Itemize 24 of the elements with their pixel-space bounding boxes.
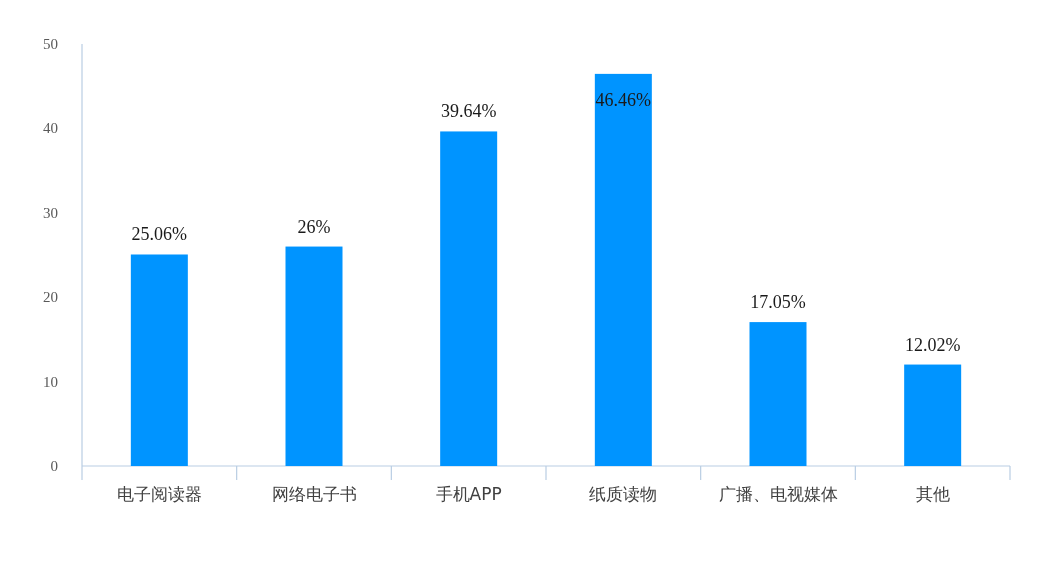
data-label: 17.05% [750,292,806,313]
x-tick-label: 其他 [915,484,950,504]
y-tick-label: 20 [43,289,58,306]
y-tick-label: 30 [43,204,58,221]
bar [440,131,498,466]
bar [594,73,652,466]
x-tick-label: 电子阅读器 [116,484,202,504]
y-tick-label: 40 [43,120,58,137]
y-tick-label: 0 [50,458,58,474]
data-label: 25.06% [131,224,188,245]
x-tick-label: 网络电子书 [271,484,357,504]
bar [749,322,807,466]
data-label: 39.64% [440,101,497,122]
y-tick-label: 10 [43,373,58,390]
bar [904,364,962,466]
x-tick-label: 纸质读物 [589,484,658,504]
data-label: 46.46% [595,90,652,110]
bar [130,254,188,466]
y-tick-label: 50 [43,36,58,52]
bar [285,246,343,466]
data-label: 12.02% [904,334,961,355]
data-label: 26% [297,216,331,237]
x-tick-label: 手机APP [435,484,502,504]
x-tick-label: 广播、电视媒体 [718,484,838,504]
